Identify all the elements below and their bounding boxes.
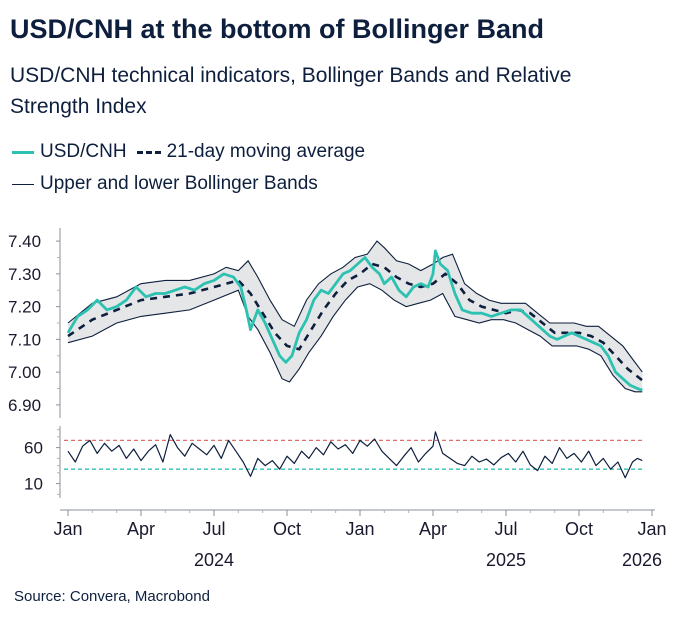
price-ytick-label: 7.30: [8, 265, 41, 284]
x-month-label: Oct: [565, 519, 593, 539]
x-month-label: Jan: [345, 519, 374, 539]
x-month-label: Jan: [637, 519, 666, 539]
legend-swatch-usd: [12, 150, 34, 154]
x-month-label: Jul: [494, 519, 517, 539]
x-month-label: Oct: [273, 519, 301, 539]
x-month-label: Apr: [127, 519, 155, 539]
legend-row-primary: USD/CNH 21-day moving average: [12, 141, 365, 163]
x-year-label: 2025: [486, 550, 526, 570]
chart-title: USD/CNH at the bottom of Bollinger Band: [10, 14, 544, 44]
bollinger-lower-band: [67, 283, 643, 393]
legend-row-bands: Upper and lower Bollinger Bands: [12, 173, 318, 195]
x-year-label: 2024: [194, 550, 234, 570]
price-ytick-label: 7.20: [8, 298, 41, 317]
legend-swatch-moving-average: [136, 150, 161, 154]
chart-subtitle: USD/CNH technical indicators, Bollinger …: [10, 64, 572, 118]
usdcnh-line: [66, 249, 643, 392]
price-ytick-label: 7.00: [8, 363, 41, 382]
legend-swatch-bands: [12, 183, 34, 185]
bollinger-band-fill: [68, 241, 643, 392]
rsi-ytick-label: 10: [24, 475, 43, 494]
price-ytick-label: 7.10: [8, 330, 41, 349]
legend-label-usd: USD/CNH: [40, 141, 127, 162]
x-month-label: Jan: [53, 519, 82, 539]
rsi-line: [67, 431, 643, 479]
legend-label-moving-average: 21-day moving average: [166, 141, 366, 162]
price-ytick-label: 7.40: [8, 232, 41, 251]
rsi-ytick-label: 60: [24, 439, 43, 458]
price-ytick-label: 6.90: [8, 396, 41, 415]
source-note: Source: Convera, Macrobond: [14, 588, 210, 605]
x-month-label: Apr: [419, 519, 447, 539]
x-month-label: Jul: [202, 519, 225, 539]
moving-average-line: [67, 262, 644, 382]
x-year-label: 2026: [622, 550, 662, 570]
bollinger-upper-band: [67, 240, 643, 373]
legend-label-bands: Upper and lower Bollinger Bands: [40, 173, 318, 194]
